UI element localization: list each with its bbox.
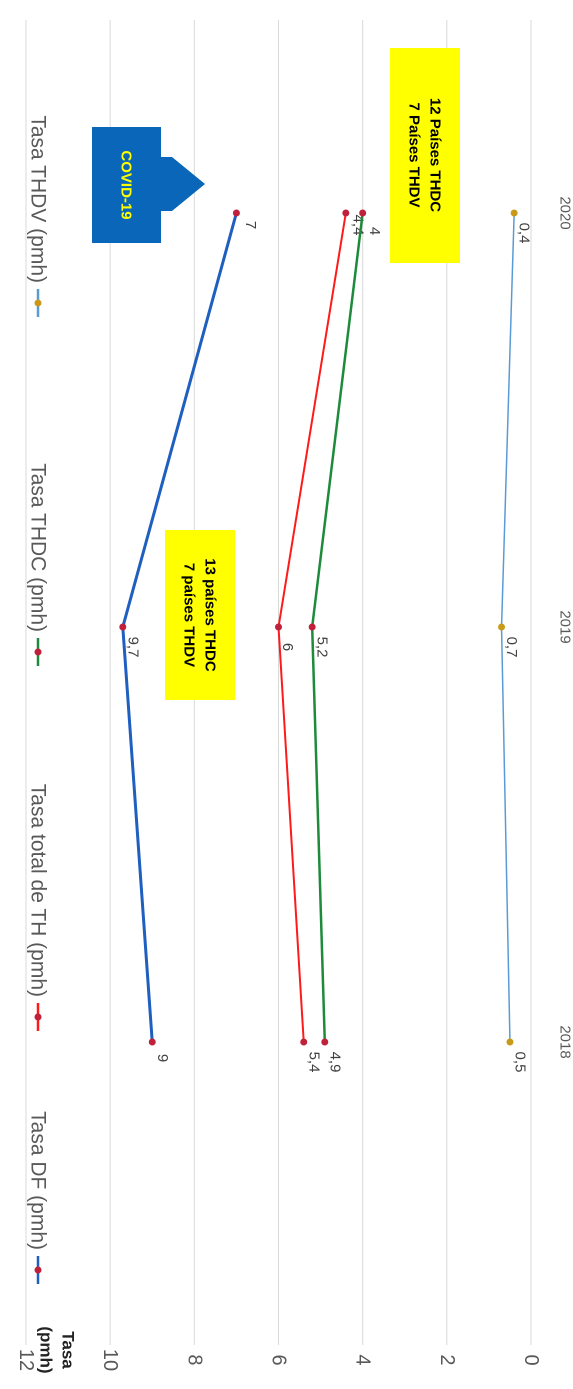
data-point [342, 209, 350, 217]
data-label: 0,4 [516, 223, 533, 244]
data-label: 4 [366, 227, 383, 235]
data-point [359, 209, 367, 217]
data-point [148, 1038, 156, 1046]
annotation-box-2020 [390, 48, 460, 263]
data-label: 0,7 [503, 637, 520, 658]
legend: Tasa DF (pmh) Tasa total de TH (pmh) Tasa … [27, 115, 50, 1284]
data-point [300, 1038, 308, 1046]
x-tick-label: 2019 [557, 610, 573, 643]
annotation-text: 13 países THDC [202, 558, 219, 672]
data-point [275, 623, 282, 631]
legend-marker [34, 1266, 42, 1274]
data-label: 4,9 [326, 1052, 343, 1073]
y-tick-label: 6 [268, 1354, 290, 1365]
data-label: 9 [154, 1054, 171, 1062]
y-tick-label: 12 [15, 1349, 37, 1371]
data-label: 6 [279, 643, 296, 651]
data-point [232, 209, 240, 217]
y-tick-label: 10 [99, 1349, 121, 1371]
legend-marker [34, 299, 42, 307]
x-tick-label: 2020 [557, 196, 573, 229]
y-tick-label: 2 [436, 1354, 458, 1365]
legend-marker [34, 648, 42, 656]
data-label: 0,5 [511, 1052, 528, 1073]
data-point [498, 623, 506, 631]
y-tick-label: 0 [520, 1354, 542, 1365]
data-point [308, 623, 316, 631]
data-label: 4,4 [349, 215, 366, 236]
x-tick-label: 2018 [557, 1025, 573, 1058]
data-label: 7 [242, 221, 259, 229]
data-label: 9,7 [124, 637, 141, 658]
legend-marker [34, 1013, 42, 1021]
annotation-text: 7 países THDV [181, 563, 198, 667]
y-tick-label: 4 [352, 1354, 374, 1365]
series-line [310, 212, 364, 1043]
data-label: 5,4 [305, 1052, 322, 1073]
series-layer: 9 9,7 7 5,4 6 4,4 4,9 5,2 4 0,5 0,7 0,4 [119, 209, 533, 1073]
legend-label: Tasa total de TH (pmh) [27, 784, 50, 997]
annotation-text: 7 Países THDV [406, 102, 423, 207]
annotation-text: 12 Países THDC [427, 98, 444, 212]
annotation-box-2019 [165, 530, 235, 700]
legend-label: Tasa THDV (pmh) [27, 115, 50, 283]
y-tick-labels: 0 2 4 6 8 10 12 [15, 1349, 542, 1371]
covid-arrow-shape [92, 127, 205, 243]
data-point [119, 623, 127, 631]
y-axis-label-line: Tasa [59, 1331, 78, 1369]
legend-label: Tasa DF (pmh) [27, 1111, 50, 1250]
covid-label: COVID-19 [118, 150, 135, 219]
data-point [506, 1038, 514, 1046]
legend-label: Tasa THDC (pmh) [27, 463, 50, 632]
x-tick-labels: 2018 2019 2020 [557, 196, 573, 1058]
y-axis-label-line: (pmh) [37, 1326, 56, 1373]
data-point [510, 209, 518, 217]
y-axis-label: Tasa(pmh) [37, 1326, 78, 1373]
data-point [321, 1038, 329, 1046]
y-tick-label: 8 [183, 1354, 205, 1365]
data-label: 5,2 [314, 637, 331, 658]
